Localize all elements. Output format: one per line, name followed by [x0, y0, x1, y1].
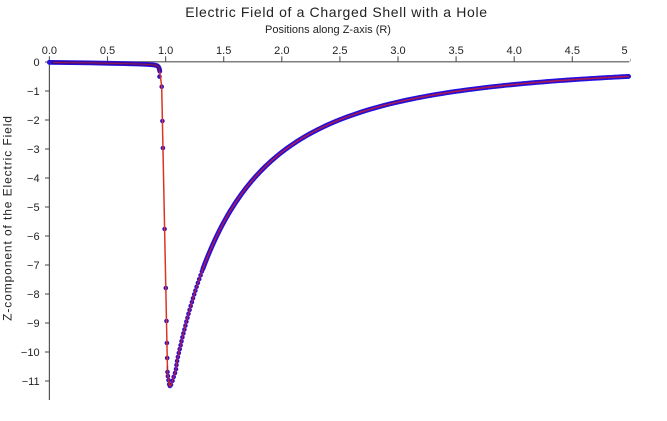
- svg-text:−1: −1: [27, 86, 40, 98]
- svg-text:−11: −11: [22, 376, 40, 388]
- svg-text:Z-component of the Electric Fi: Z-component of the Electric Field: [1, 115, 15, 321]
- svg-text:4.0: 4.0: [507, 45, 522, 57]
- svg-text:1.0: 1.0: [158, 45, 173, 57]
- svg-text:−5: −5: [27, 202, 40, 214]
- svg-text:3.5: 3.5: [448, 45, 463, 57]
- svg-text:−4: −4: [27, 173, 40, 185]
- svg-text:Electric Field of a Charged Sh: Electric Field of a Charged Shell with a…: [185, 4, 487, 20]
- svg-text:−8: −8: [27, 289, 40, 301]
- svg-text:Positions along Z-axis (R): Positions along Z-axis (R): [265, 24, 391, 36]
- svg-text:0.5: 0.5: [100, 45, 115, 57]
- svg-text:−9: −9: [27, 318, 40, 330]
- svg-text:−7: −7: [27, 260, 40, 272]
- svg-text:−3: −3: [27, 144, 40, 156]
- svg-text:3.0: 3.0: [390, 45, 405, 57]
- svg-text:2.0: 2.0: [274, 45, 289, 57]
- svg-text:−10: −10: [21, 347, 40, 359]
- svg-text:4.5: 4.5: [565, 45, 580, 57]
- svg-text:0.0: 0.0: [42, 45, 57, 57]
- svg-text:−2: −2: [27, 115, 40, 127]
- svg-text:0: 0: [33, 57, 39, 69]
- svg-text:2.5: 2.5: [332, 45, 347, 57]
- svg-text:−6: −6: [27, 231, 40, 243]
- svg-text:5: 5: [622, 45, 628, 57]
- svg-text:1.5: 1.5: [216, 45, 231, 57]
